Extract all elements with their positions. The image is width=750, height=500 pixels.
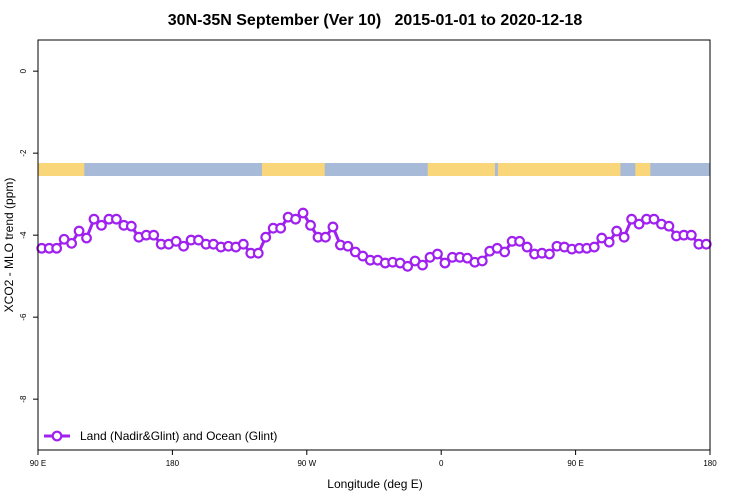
plot-frame <box>37 39 711 451</box>
data-point <box>148 229 160 241</box>
data-point <box>633 218 645 230</box>
data-point <box>439 257 451 269</box>
x-tick-label: 180 <box>166 459 180 468</box>
data-point <box>66 237 77 249</box>
data-point <box>275 222 287 234</box>
data-point <box>499 246 511 258</box>
data-point <box>685 229 697 241</box>
data-point <box>648 213 660 225</box>
data-point <box>663 220 675 232</box>
data-point <box>178 240 190 252</box>
y-tick-label: 0 <box>19 68 28 73</box>
y-axis-label: XCO2 - MLO trend (ppm) <box>2 178 16 313</box>
plot-area <box>36 207 712 272</box>
data-point <box>73 225 85 237</box>
data-point <box>252 247 264 259</box>
data-point <box>96 219 107 231</box>
data-point <box>290 213 302 225</box>
data-point <box>476 255 488 267</box>
data-point <box>700 238 712 250</box>
x-tick-label: 0 <box>439 459 444 468</box>
y-tick-label: -8 <box>19 395 28 403</box>
x-tick-label: 90 E <box>30 459 46 468</box>
land-band <box>262 163 325 176</box>
data-point <box>432 248 443 260</box>
data-point <box>514 235 525 247</box>
x-tick-label: 180 <box>703 459 717 468</box>
data-point <box>260 231 272 243</box>
data-point <box>327 221 339 233</box>
data-point <box>611 225 623 237</box>
y-tick-label: -6 <box>19 313 28 321</box>
y-tick-label: -4 <box>19 231 28 239</box>
data-point <box>544 248 555 260</box>
legend-label: Land (Nadir&Glint) and Ocean (Glint) <box>80 429 277 443</box>
data-point <box>170 235 182 247</box>
data-point <box>297 207 309 219</box>
data-point <box>320 231 331 243</box>
data-point <box>125 220 137 232</box>
data-point <box>342 240 354 252</box>
data-point <box>110 213 122 225</box>
y-tick-label: -2 <box>19 149 28 157</box>
x-tick-label: 90 E <box>567 459 583 468</box>
data-point <box>51 242 63 254</box>
data-point <box>237 238 249 250</box>
land-ocean-strip <box>38 163 710 176</box>
land-band <box>427 163 495 176</box>
data-point <box>618 231 630 243</box>
land-band <box>38 163 85 176</box>
land-band <box>635 163 651 176</box>
data-point <box>603 236 615 248</box>
data-point <box>81 232 92 244</box>
data-point <box>402 260 414 272</box>
x-axis-label: Longitude (deg E) <box>327 477 422 491</box>
data-point <box>588 241 600 253</box>
data-point <box>305 219 316 231</box>
data-point <box>417 259 428 271</box>
legend-marker <box>51 430 63 442</box>
chart-title: 30N-35N September (Ver 10) 2015-01-01 to… <box>168 12 583 29</box>
land-band <box>497 163 621 176</box>
x-tick-label: 90 W <box>297 459 316 468</box>
data-point <box>88 213 100 225</box>
data-point <box>521 241 533 253</box>
data-point <box>626 213 637 225</box>
